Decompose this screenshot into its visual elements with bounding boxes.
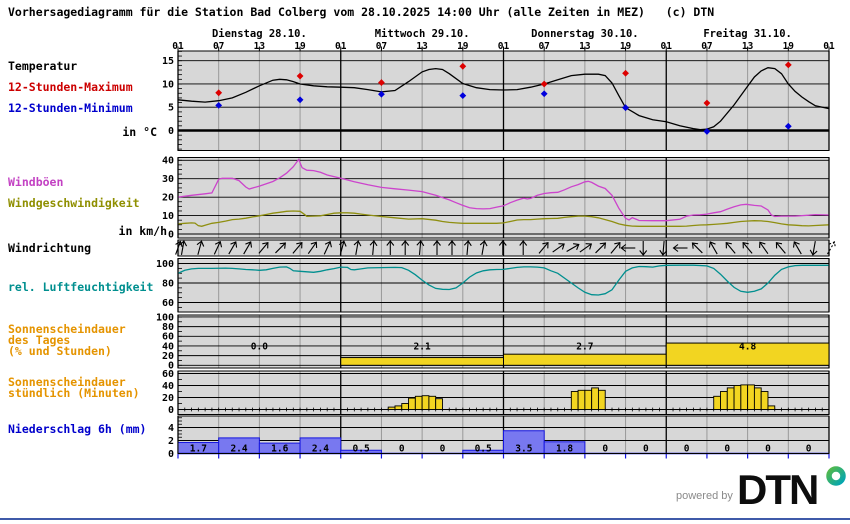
wind-gust-curve (177, 158, 830, 222)
label-12h-maximum: 12-Stunden-Maximum (8, 80, 133, 94)
max-markers (215, 61, 792, 107)
svg-text:60: 60 (162, 298, 174, 309)
label-windgeschwindigkeit: Windgeschwindigkeit (8, 196, 140, 210)
svg-text:Mittwoch 29.10.: Mittwoch 29.10. (375, 28, 470, 40)
svg-text:30: 30 (162, 174, 174, 185)
svg-text:0: 0 (440, 444, 446, 455)
svg-text:2: 2 (168, 436, 174, 447)
svg-text:1.8: 1.8 (556, 444, 573, 455)
precipitation-bars (177, 430, 586, 455)
svg-text:100: 100 (156, 259, 174, 270)
label-luftfeuchtigkeit: rel. Luftfeuchtigkeit (8, 280, 154, 294)
svg-text:100: 100 (156, 312, 174, 323)
dtn-logo: DTN (737, 466, 846, 512)
svg-text:20: 20 (162, 192, 174, 203)
label-sonnenschein-tag-2: des Tages (8, 333, 71, 347)
svg-text:0: 0 (168, 361, 174, 372)
label-sonnenschein-tag-3: (% und Stunden) (8, 344, 112, 358)
svg-text:Dienstag 28.10.: Dienstag 28.10. (212, 28, 307, 40)
svg-text:0: 0 (765, 444, 771, 455)
label-sonnenschein-std-1: Sonnenscheindauer (8, 375, 126, 389)
svg-text:20: 20 (162, 351, 174, 362)
svg-text:3.5: 3.5 (515, 444, 532, 455)
svg-text:4.8: 4.8 (739, 342, 756, 353)
svg-text:40: 40 (162, 381, 174, 392)
svg-text:0: 0 (724, 444, 730, 455)
label-wind-unit: in km/h (118, 224, 167, 238)
svg-text:0: 0 (168, 405, 174, 416)
wind-direction-arrows (175, 240, 836, 256)
svg-text:60: 60 (162, 332, 174, 343)
powered-by-text: powered by (676, 490, 733, 502)
svg-text:0.5: 0.5 (353, 444, 370, 455)
svg-text:0: 0 (168, 449, 174, 460)
svg-text:60: 60 (162, 369, 174, 380)
precipitation-value-labels: 1.7 2.4 1.6 2.4 0.5 0 0 0.5 3.5 1.8 0 0 0 0 0 0 (190, 444, 812, 455)
hourly-sunshine-bars (387, 384, 776, 410)
svg-text:0: 0 (168, 229, 174, 240)
svg-text:5: 5 (168, 103, 174, 114)
svg-text:0: 0 (168, 126, 174, 137)
label-windboeen: Windböen (8, 175, 64, 189)
svg-text:0: 0 (643, 444, 649, 455)
precipitation-baseline (177, 452, 830, 459)
svg-text:0: 0 (602, 444, 608, 455)
svg-text:80: 80 (162, 278, 174, 289)
svg-text:2.4: 2.4 (230, 444, 247, 455)
label-sonnenschein-tag-1: Sonnenscheindauer (8, 322, 126, 336)
label-temp-unit: in °C (122, 125, 157, 139)
svg-text:80: 80 (162, 322, 174, 333)
svg-text:0: 0 (399, 444, 405, 455)
svg-text:0.5: 0.5 (475, 444, 492, 455)
svg-text:2.7: 2.7 (576, 342, 593, 353)
svg-text:2.1: 2.1 (414, 342, 431, 353)
temperature-curve (177, 67, 830, 131)
svg-text:0.0: 0.0 (251, 342, 268, 353)
vertical-gridlines (177, 51, 830, 454)
panel-frames (177, 50, 830, 454)
svg-text:40: 40 (162, 341, 174, 352)
svg-text:0: 0 (806, 444, 812, 455)
svg-text:Donnerstag 30.10.: Donnerstag 30.10. (531, 28, 638, 40)
bottom-divider-line (0, 518, 850, 520)
svg-text:15: 15 (162, 56, 174, 67)
svg-text:10: 10 (162, 211, 174, 222)
label-windrichtung: Windrichtung (8, 241, 92, 255)
svg-text:Freitag 31.10.: Freitag 31.10. (703, 28, 792, 40)
svg-text:4: 4 (168, 423, 174, 434)
top-axis-labels: Dienstag 28.10. Mittwoch 29.10. Donnerstag… (172, 28, 835, 52)
dtn-logo-text: DTN (737, 466, 817, 512)
y-axis-labels: 0510150102030406080100020406080100020406… (156, 56, 174, 460)
humidity-curve (177, 264, 829, 296)
dtn-logo-dot (826, 466, 846, 486)
label-niederschlag: Niederschlag 6h (mm) (8, 422, 147, 436)
svg-text:2.4: 2.4 (312, 444, 329, 455)
label-temperatur: Temperatur (8, 59, 78, 73)
svg-text:20: 20 (162, 393, 174, 404)
svg-text:40: 40 (162, 156, 174, 167)
page-title: Vorhersagediagramm für die Station Bad C… (8, 5, 715, 19)
label-sonnenschein-std-2: stündlich (Minuten) (8, 386, 140, 400)
wind-speed-curve (177, 210, 830, 227)
svg-text:1.7: 1.7 (190, 444, 207, 455)
svg-text:1.6: 1.6 (271, 444, 288, 455)
min-markers (215, 90, 792, 135)
label-12h-minimum: 12-Stunden-Minimum (8, 101, 133, 115)
svg-text:10: 10 (162, 79, 174, 90)
svg-text:0: 0 (684, 444, 690, 455)
daily-sunshine-value-labels: 0.0 2.1 2.7 4.8 (251, 342, 757, 353)
